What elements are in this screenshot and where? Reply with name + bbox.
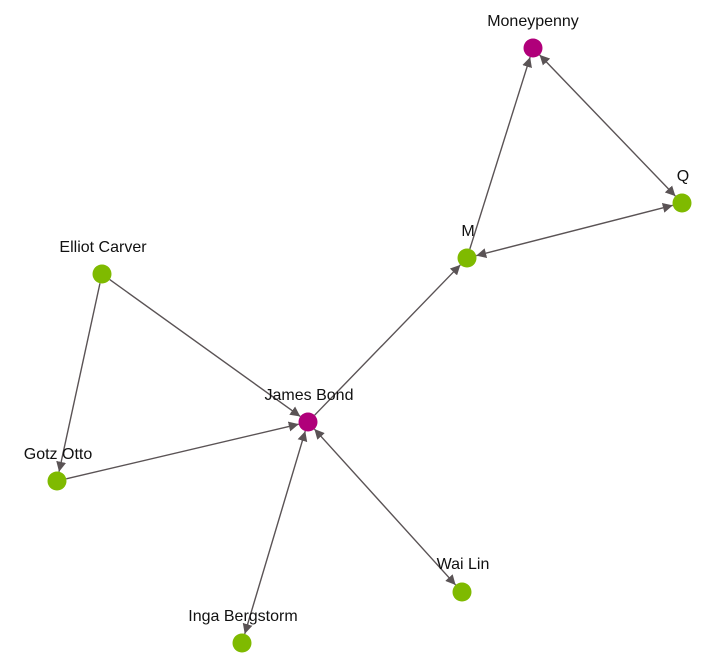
edge-m-q — [476, 202, 673, 259]
node-label-m: M — [461, 223, 474, 240]
edges-layer — [56, 54, 676, 635]
node-label-elliot: Elliot Carver — [59, 239, 147, 256]
node-moneypenny[interactable] — [523, 38, 543, 58]
edge-bond-m — [314, 264, 461, 416]
node-label-q: Q — [677, 168, 689, 185]
node-bond[interactable] — [298, 412, 318, 432]
node-inga[interactable] — [232, 633, 252, 653]
node-label-gotz: Gotz Otto — [24, 446, 93, 463]
labels-layer: Moneypenny Q M Elliot Carver James Bond Gotz … — [24, 13, 689, 625]
node-label-bond: James Bond — [265, 387, 354, 404]
nodes-layer — [47, 38, 692, 653]
edge-inga-bond — [242, 430, 308, 635]
edge-wailin-bond — [313, 428, 457, 586]
edge-gotz-bond — [66, 421, 299, 480]
edge-elliot-bond — [109, 278, 301, 418]
node-label-moneypenny: Moneypenny — [487, 13, 579, 30]
node-label-inga: Inga Bergstorm — [188, 608, 297, 625]
node-m[interactable] — [457, 248, 477, 268]
node-label-wailin: Wai Lin — [437, 556, 490, 573]
node-elliot[interactable] — [92, 264, 112, 284]
edge-moneypenny-q — [539, 54, 676, 197]
node-gotz[interactable] — [47, 471, 67, 491]
edge-elliot-gotz — [56, 283, 101, 472]
node-q[interactable] — [672, 193, 692, 213]
node-wailin[interactable] — [452, 582, 472, 602]
edge-m-moneypenny — [469, 56, 532, 250]
